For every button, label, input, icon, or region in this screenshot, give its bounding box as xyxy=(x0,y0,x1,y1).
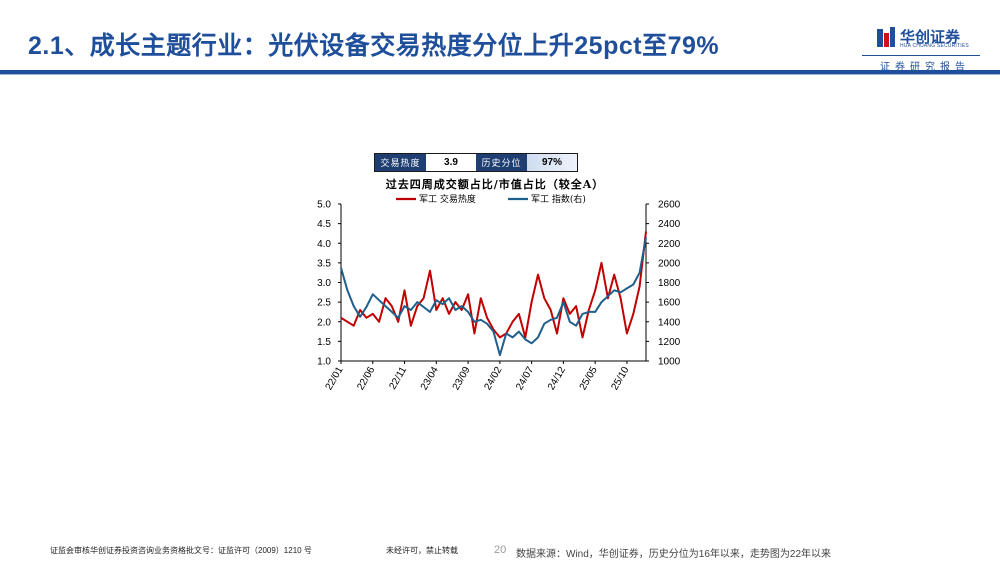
y-right-tick-label: 1400 xyxy=(658,317,680,328)
heat-info-box: 交易热度 3.9 历史分位 97% xyxy=(374,153,578,172)
y-right-tick-label: 2600 xyxy=(658,200,680,211)
chart-plot-area xyxy=(340,231,647,357)
heat-value: 3.9 xyxy=(426,154,476,171)
x-tick-label: 22/11 xyxy=(387,365,409,392)
x-tick-label: 24/07 xyxy=(514,365,536,393)
report-tagline: 证券研究报告 xyxy=(880,62,970,73)
percentile-value: 97% xyxy=(527,154,577,171)
chart-legend: 军工 交易热度 军工 指数(右) xyxy=(396,193,586,205)
heat-series-line xyxy=(340,231,647,339)
data-source: 数据来源：Wind，华创证券，历史分位为16年以来，走势图为22年以来 xyxy=(516,549,832,560)
header-bar xyxy=(0,70,1000,74)
chart-title: 过去四周成交额占比/市值占比（较全A） xyxy=(385,178,605,191)
legend-index-label: 军工 指数(右) xyxy=(531,193,586,205)
y-right-tick-label: 2400 xyxy=(658,219,680,230)
y-right-tick-label: 1000 xyxy=(658,357,680,368)
y-left-tick-label: 3.0 xyxy=(317,278,331,289)
y-left-tick-label: 2.5 xyxy=(317,298,331,309)
header-bar-shadow xyxy=(0,74,1000,75)
copyright-notice: 未经许可，禁止转载 xyxy=(386,546,458,555)
y-right-tick-label: 1800 xyxy=(658,278,680,289)
x-tick-label: 24/12 xyxy=(546,365,568,393)
page-number: 20 xyxy=(494,544,507,556)
index-series-line xyxy=(340,237,647,357)
y-right-tick-label: 2000 xyxy=(658,258,680,269)
logo-mark-icon xyxy=(877,27,895,47)
y-left-tick-label: 1.0 xyxy=(317,357,331,368)
license-text: 证监会审核华创证券投资咨询业务资格批文号：证监许可（2009）1210 号 xyxy=(50,546,312,555)
y-right-tick-label: 1200 xyxy=(658,337,680,348)
logo-divider xyxy=(862,55,980,56)
x-tick-label: 23/04 xyxy=(419,365,441,393)
heat-label: 交易热度 xyxy=(375,154,426,171)
y-left-tick-label: 5.0 xyxy=(317,200,331,211)
y-left-tick-label: 1.5 xyxy=(317,337,331,348)
y-left-tick-label: 4.5 xyxy=(317,219,331,230)
line-chart: 军工 交易热度 军工 指数(右) 5.0 4.5 4.0 3.5 3.0 2.5 2.0 1.… xyxy=(317,193,680,393)
legend-heat-label: 军工 交易热度 xyxy=(419,193,476,205)
x-tick-label: 25/10 xyxy=(609,365,631,393)
logo-subtext: HUA CHUANG SECURITIES xyxy=(900,43,969,49)
y-left-tick-label: 4.0 xyxy=(317,239,331,250)
y-left-tick-label: 3.5 xyxy=(317,258,331,269)
y-left-tick-label: 2.0 xyxy=(317,317,331,328)
x-tick-label: 25/05 xyxy=(578,365,600,393)
x-tick-label: 23/09 xyxy=(451,365,473,393)
page-title: 2.1、成长主题行业：光伏设备交易热度分位上升25pct至79% xyxy=(28,32,720,60)
x-tick-label: 22/01 xyxy=(324,365,346,393)
x-tick-label: 24/02 xyxy=(482,365,504,393)
company-logo: 华创证券 HUA CHUANG SECURITIES xyxy=(876,25,976,51)
percentile-label: 历史分位 xyxy=(476,154,527,171)
logo-text: 华创证券 xyxy=(900,29,961,46)
y-right-tick-label: 2200 xyxy=(658,239,680,250)
x-tick-label: 22/06 xyxy=(355,365,377,393)
y-right-tick-label: 1600 xyxy=(658,298,680,309)
